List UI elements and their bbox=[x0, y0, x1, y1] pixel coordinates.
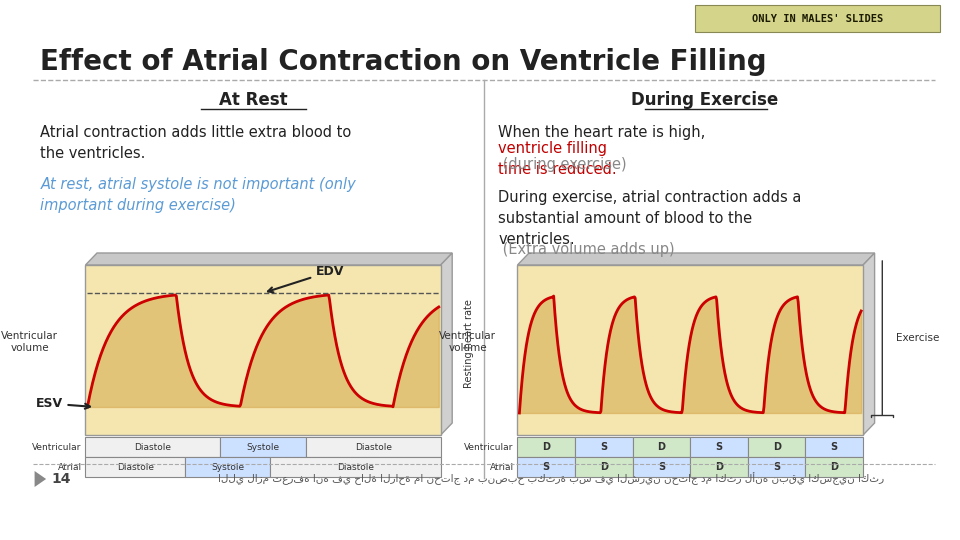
Text: D: D bbox=[658, 442, 665, 452]
Bar bbox=[575, 437, 633, 457]
Text: D: D bbox=[830, 462, 838, 472]
Bar bbox=[517, 437, 575, 457]
Text: When the heart rate is high,: When the heart rate is high, bbox=[498, 125, 710, 140]
Text: Atrial: Atrial bbox=[58, 462, 82, 471]
Text: During Exercise: During Exercise bbox=[631, 91, 779, 109]
Bar bbox=[517, 265, 863, 435]
Text: Exercise: Exercise bbox=[896, 333, 939, 343]
Polygon shape bbox=[863, 253, 875, 435]
Text: (during exercise): (during exercise) bbox=[498, 157, 627, 172]
Text: Diastole: Diastole bbox=[134, 442, 172, 451]
Text: D: D bbox=[715, 462, 723, 472]
Bar bbox=[805, 457, 863, 477]
Text: S: S bbox=[715, 442, 723, 452]
Bar bbox=[305, 437, 441, 457]
Bar bbox=[270, 457, 441, 477]
Text: Diastole: Diastole bbox=[117, 462, 154, 471]
Bar bbox=[575, 457, 633, 477]
Text: S: S bbox=[830, 442, 838, 452]
Text: Resting heart rate: Resting heart rate bbox=[465, 300, 474, 388]
Bar bbox=[517, 457, 575, 477]
Text: اللي لازم تعرفه انه في حالة الراحة ما نحتاج دم بنصبح بكثرة بس في الشرين نحتاج دم: اللي لازم تعرفه انه في حالة الراحة ما نح… bbox=[218, 472, 884, 485]
Text: EDV: EDV bbox=[268, 265, 345, 292]
Bar bbox=[748, 457, 805, 477]
Bar bbox=[690, 457, 748, 477]
Text: Systole: Systole bbox=[247, 442, 279, 451]
Text: Atrial contraction adds little extra blood to
the ventricles.: Atrial contraction adds little extra blo… bbox=[40, 125, 351, 161]
Bar bbox=[805, 437, 863, 457]
Bar bbox=[633, 457, 690, 477]
Bar bbox=[221, 437, 305, 457]
Text: At rest, atrial systole is not important (only
important during exercise): At rest, atrial systole is not important… bbox=[40, 177, 356, 213]
Polygon shape bbox=[441, 253, 452, 435]
Text: ventricle filling
time is reduced.: ventricle filling time is reduced. bbox=[498, 141, 617, 177]
Text: Ventricular
volume: Ventricular volume bbox=[1, 331, 59, 353]
Text: Ventricular
volume: Ventricular volume bbox=[439, 331, 496, 353]
Text: S: S bbox=[542, 462, 550, 472]
Text: ESV: ESV bbox=[36, 397, 90, 410]
Text: Diastole: Diastole bbox=[337, 462, 374, 471]
Bar bbox=[695, 5, 940, 32]
Text: Effect of Atrial Contraction on Ventricle Filling: Effect of Atrial Contraction on Ventricl… bbox=[40, 48, 767, 76]
Text: At Rest: At Rest bbox=[219, 91, 288, 109]
Text: D: D bbox=[773, 442, 780, 452]
Text: Ventricular: Ventricular bbox=[465, 442, 514, 451]
Text: Ventricular: Ventricular bbox=[33, 442, 82, 451]
Polygon shape bbox=[35, 471, 46, 487]
Text: D: D bbox=[542, 442, 550, 452]
Text: S: S bbox=[658, 462, 665, 472]
Text: 14: 14 bbox=[52, 472, 71, 486]
Bar bbox=[633, 437, 690, 457]
Text: S: S bbox=[773, 462, 780, 472]
Text: ONLY IN MALES' SLIDES: ONLY IN MALES' SLIDES bbox=[752, 14, 883, 24]
Text: Diastole: Diastole bbox=[354, 442, 392, 451]
Bar bbox=[85, 437, 221, 457]
Text: During exercise, atrial contraction adds a
substantial amount of blood to the
ve: During exercise, atrial contraction adds… bbox=[498, 190, 802, 247]
Bar bbox=[85, 457, 185, 477]
Bar bbox=[85, 265, 441, 435]
Bar bbox=[748, 437, 805, 457]
Text: D: D bbox=[600, 462, 608, 472]
Polygon shape bbox=[85, 253, 452, 265]
Polygon shape bbox=[517, 253, 875, 265]
Text: Systole: Systole bbox=[211, 462, 244, 471]
Text: S: S bbox=[600, 442, 608, 452]
Bar bbox=[690, 437, 748, 457]
Bar bbox=[185, 457, 270, 477]
Text: (Extra volume adds up): (Extra volume adds up) bbox=[498, 242, 675, 257]
Text: Atrial: Atrial bbox=[490, 462, 514, 471]
